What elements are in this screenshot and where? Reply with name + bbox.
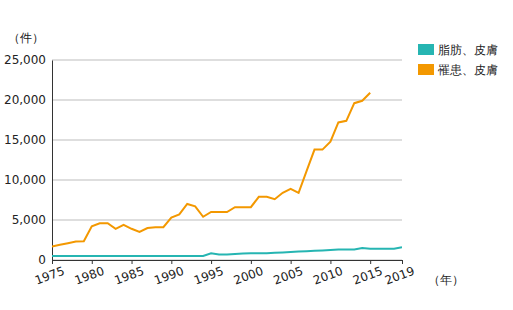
x-tick: 2010 [311,260,344,288]
legend: 脂肪、皮膚罹患、皮膚 [418,43,498,77]
y-axis-title: （件） [8,31,44,45]
grid-line [52,60,402,61]
y-tick-label: 10,000 [4,173,46,187]
legend-label: 罹患、皮膚 [437,63,498,77]
x-tick-label: 1985 [112,264,145,288]
x-tick: 2015 [351,260,384,288]
x-axis: 1975 19801985 1990 1995 2000 20052010 20152019 [33,260,416,288]
grid-line [52,220,402,221]
legend-swatch [418,44,434,55]
x-tick-mark [402,260,403,264]
x-tick: 2019 [383,260,416,288]
grid-line [52,100,402,101]
y-tick-label: 25,000 [4,53,46,67]
chart-container: 05,00010,00015,00020,00025,0001975198019… [0,0,513,310]
x-tick: 1995 [192,260,225,288]
y-tick-label: 0 [38,253,46,267]
x-tick-label: 2010 [311,264,344,288]
y-axis-line [52,61,53,261]
y-tick-label: 15,000 [4,133,46,147]
legend-label: 脂肪、皮膚 [438,43,498,57]
legend-item: 罹患、皮膚 [418,63,498,77]
x-tick: 2005 [272,260,305,288]
y-axis: 0 5,000 10,000 15,000 20,000 25,000 [4,53,53,267]
x-tick-label: 2015 [351,264,384,288]
y-tick: 0 [38,253,52,267]
x-tick-label: 2019 [383,264,416,288]
x-axis-title: （年） [428,273,464,287]
chart-svg: 05,00010,00015,00020,00025,0001975198019… [0,0,513,310]
y-tick: 15,000 [4,133,52,147]
x-tick-mark [330,260,331,264]
legend-item: 脂肪、皮膚 [418,43,498,57]
y-tick: 10,000 [4,173,52,187]
x-tick-label: 1995 [192,264,225,288]
x-tick-mark [211,260,212,264]
y-tick: 5,000 [12,213,52,227]
x-tick-mark [370,260,371,264]
line-series [52,93,370,247]
y-tick: 25,000 [4,53,52,67]
x-tick-mark [52,260,53,264]
grid [52,60,402,260]
y-tick: 20,000 [4,93,52,107]
grid-line [52,180,402,181]
x-axis-line [53,261,403,265]
x-tick-label: 1990 [152,264,185,288]
plot-area [52,93,402,256]
x-tick-mark [251,260,252,264]
grid-line [52,140,402,141]
x-tick-mark [291,260,292,264]
x-tick-label: 2000 [232,264,265,288]
x-tick-mark [92,260,93,264]
legend-swatch [418,64,434,75]
x-tick-label: 1975 [33,264,66,288]
line-series [52,247,402,256]
x-tick-label: 2005 [272,264,305,288]
x-tick: 1990 [152,260,185,288]
x-tick-mark [171,260,172,264]
x-tick-mark [132,260,133,264]
x-tick: 2000 [232,260,265,288]
x-tick: 1985 [112,260,145,288]
x-tick: 1980 [73,260,106,288]
y-tick-label: 5,000 [12,213,46,227]
y-tick-label: 20,000 [4,93,46,107]
x-tick-label: 1980 [73,264,106,288]
x-tick: 1975 [33,260,66,288]
